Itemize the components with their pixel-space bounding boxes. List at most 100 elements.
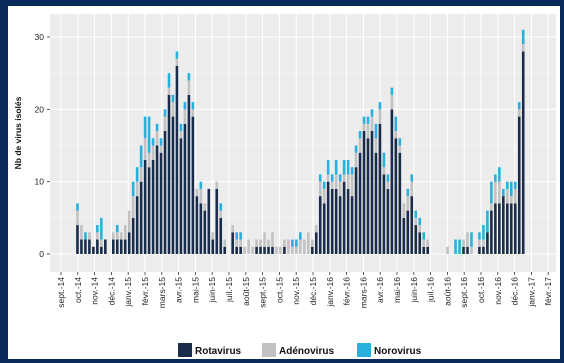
bar-segment-rotavirus: [172, 117, 175, 254]
bar-segment-adnovirus: [275, 247, 278, 254]
bar-segment-rotavirus: [518, 117, 521, 254]
bar-segment-rotavirus: [506, 203, 509, 254]
bar-segment-rotavirus: [407, 211, 410, 254]
bar-segment-rotavirus: [84, 240, 87, 254]
bar-segment-rotavirus: [311, 247, 314, 254]
bar-segment-norovirus: [176, 51, 179, 58]
bar-segment-adnovirus: [136, 182, 139, 196]
x-tick-label: juil.-15: [224, 277, 234, 303]
bar-segment-adnovirus: [363, 124, 366, 131]
bar-segment-adnovirus: [383, 167, 386, 174]
y-axis-title: Nb de virus isolés: [13, 96, 23, 169]
bar-segment-adnovirus: [295, 247, 298, 254]
bar-segment-adnovirus: [148, 153, 151, 167]
bar-segment-norovirus: [383, 153, 386, 167]
bar-segment-rotavirus: [399, 153, 402, 254]
bar-segment-rotavirus: [403, 218, 406, 254]
bar-segment-adnovirus: [375, 138, 378, 152]
bar-segment-adnovirus: [506, 189, 509, 203]
legend-label-norovirus: Norovirus: [374, 346, 422, 357]
bar-segment-adnovirus: [478, 240, 481, 247]
bar-segment-adnovirus: [335, 174, 338, 188]
bar-segment-rotavirus: [259, 247, 262, 254]
bar-segment-norovirus: [407, 189, 410, 196]
chart-frame: 0 10 20 30 sept.-14 oct.-14 nov.-14 déc.-14 janv…: [8, 6, 560, 359]
bar-segment-adnovirus: [192, 109, 195, 116]
x-tick-label: août-15: [241, 277, 251, 306]
bar-segment-norovirus: [486, 211, 489, 233]
bar-segment-rotavirus: [502, 196, 505, 254]
bar-segment-adnovirus: [407, 196, 410, 210]
bar-segment-rotavirus: [100, 247, 103, 254]
bar-segment-rotavirus: [76, 225, 79, 254]
x-tick-label: févr.-16: [342, 277, 352, 306]
bar-segment-rotavirus: [180, 138, 183, 254]
bar-segment-rotavirus: [231, 232, 234, 254]
bar-segment-adnovirus: [490, 203, 493, 210]
bar-segment-norovirus: [200, 182, 203, 189]
bar-segment-adnovirus: [176, 59, 179, 66]
bar-segment-adnovirus: [514, 189, 517, 203]
bar-segment-rotavirus: [383, 174, 386, 254]
bar-segment-rotavirus: [494, 203, 497, 254]
bar-segment-rotavirus: [347, 189, 350, 254]
bar-segment-norovirus: [219, 203, 222, 210]
y-tick-label: 10: [35, 177, 45, 187]
bar-segment-rotavirus: [196, 196, 199, 254]
bar-segment-norovirus: [518, 102, 521, 109]
bar-segment-rotavirus: [462, 247, 465, 254]
bar-segment-rotavirus: [176, 66, 179, 254]
bar-segment-norovirus: [347, 160, 350, 174]
x-tick-label: janv.-16: [325, 277, 335, 308]
bar-segment-rotavirus: [223, 247, 226, 254]
legend-swatch-norovirus: [357, 343, 371, 357]
bar-segment-norovirus: [144, 117, 147, 139]
bar-segment-rotavirus: [498, 203, 501, 254]
bar-segment-rotavirus: [200, 203, 203, 254]
bar-segment-rotavirus: [359, 153, 362, 254]
bar-segment-rotavirus: [510, 203, 513, 254]
bar-segment-norovirus: [482, 225, 485, 239]
bar-segment-norovirus: [148, 117, 151, 153]
bar-segment-norovirus: [375, 124, 378, 138]
bar-segment-adnovirus: [160, 146, 163, 153]
bar-segment-rotavirus: [112, 240, 115, 254]
bar-segment-rotavirus: [478, 247, 481, 254]
x-tick-label: mars-15: [157, 277, 167, 308]
bar-segment-norovirus: [335, 160, 338, 174]
bar-segment-adnovirus: [446, 247, 449, 254]
bar-segment-adnovirus: [303, 240, 306, 254]
bar-segment-adnovirus: [426, 240, 429, 247]
x-tick-label: août-16: [442, 277, 452, 306]
x-tick-label: sept.-14: [56, 277, 66, 308]
bar-segment-rotavirus: [363, 131, 366, 254]
bar-segment-norovirus: [351, 167, 354, 174]
x-tick-label: avr.-15: [174, 277, 184, 303]
bar-segment-norovirus: [454, 240, 457, 254]
bar-segment-adnovirus: [172, 102, 175, 116]
bar-segment-adnovirus: [243, 247, 246, 254]
bar-segment-adnovirus: [239, 240, 242, 247]
x-tick-label: janv.-17: [526, 277, 536, 308]
x-tick-label: nov.-15: [291, 277, 301, 305]
bar-segment-norovirus: [363, 117, 366, 124]
bar-segment-rotavirus: [211, 240, 214, 254]
bar-segment-adnovirus: [211, 232, 214, 239]
bar-segment-adnovirus: [498, 182, 501, 204]
bar-segment-norovirus: [168, 73, 171, 87]
bar-segment-adnovirus: [247, 240, 250, 254]
bar-segment-norovirus: [414, 211, 417, 218]
bar-segment-norovirus: [343, 160, 346, 174]
bar-segment-adnovirus: [223, 240, 226, 247]
bar-segment-adnovirus: [116, 232, 119, 239]
bar-segment-adnovirus: [271, 232, 274, 246]
bar-segment-rotavirus: [148, 167, 151, 254]
bar-segment-adnovirus: [462, 240, 465, 247]
bar-segment-norovirus: [514, 182, 517, 189]
bar-segment-rotavirus: [132, 218, 135, 254]
bar-segment-adnovirus: [403, 203, 406, 217]
x-tick-label: mars-16: [358, 277, 368, 308]
bar-segment-rotavirus: [395, 138, 398, 254]
bar-segment-adnovirus: [100, 240, 103, 247]
bar-segment-norovirus: [132, 182, 135, 196]
